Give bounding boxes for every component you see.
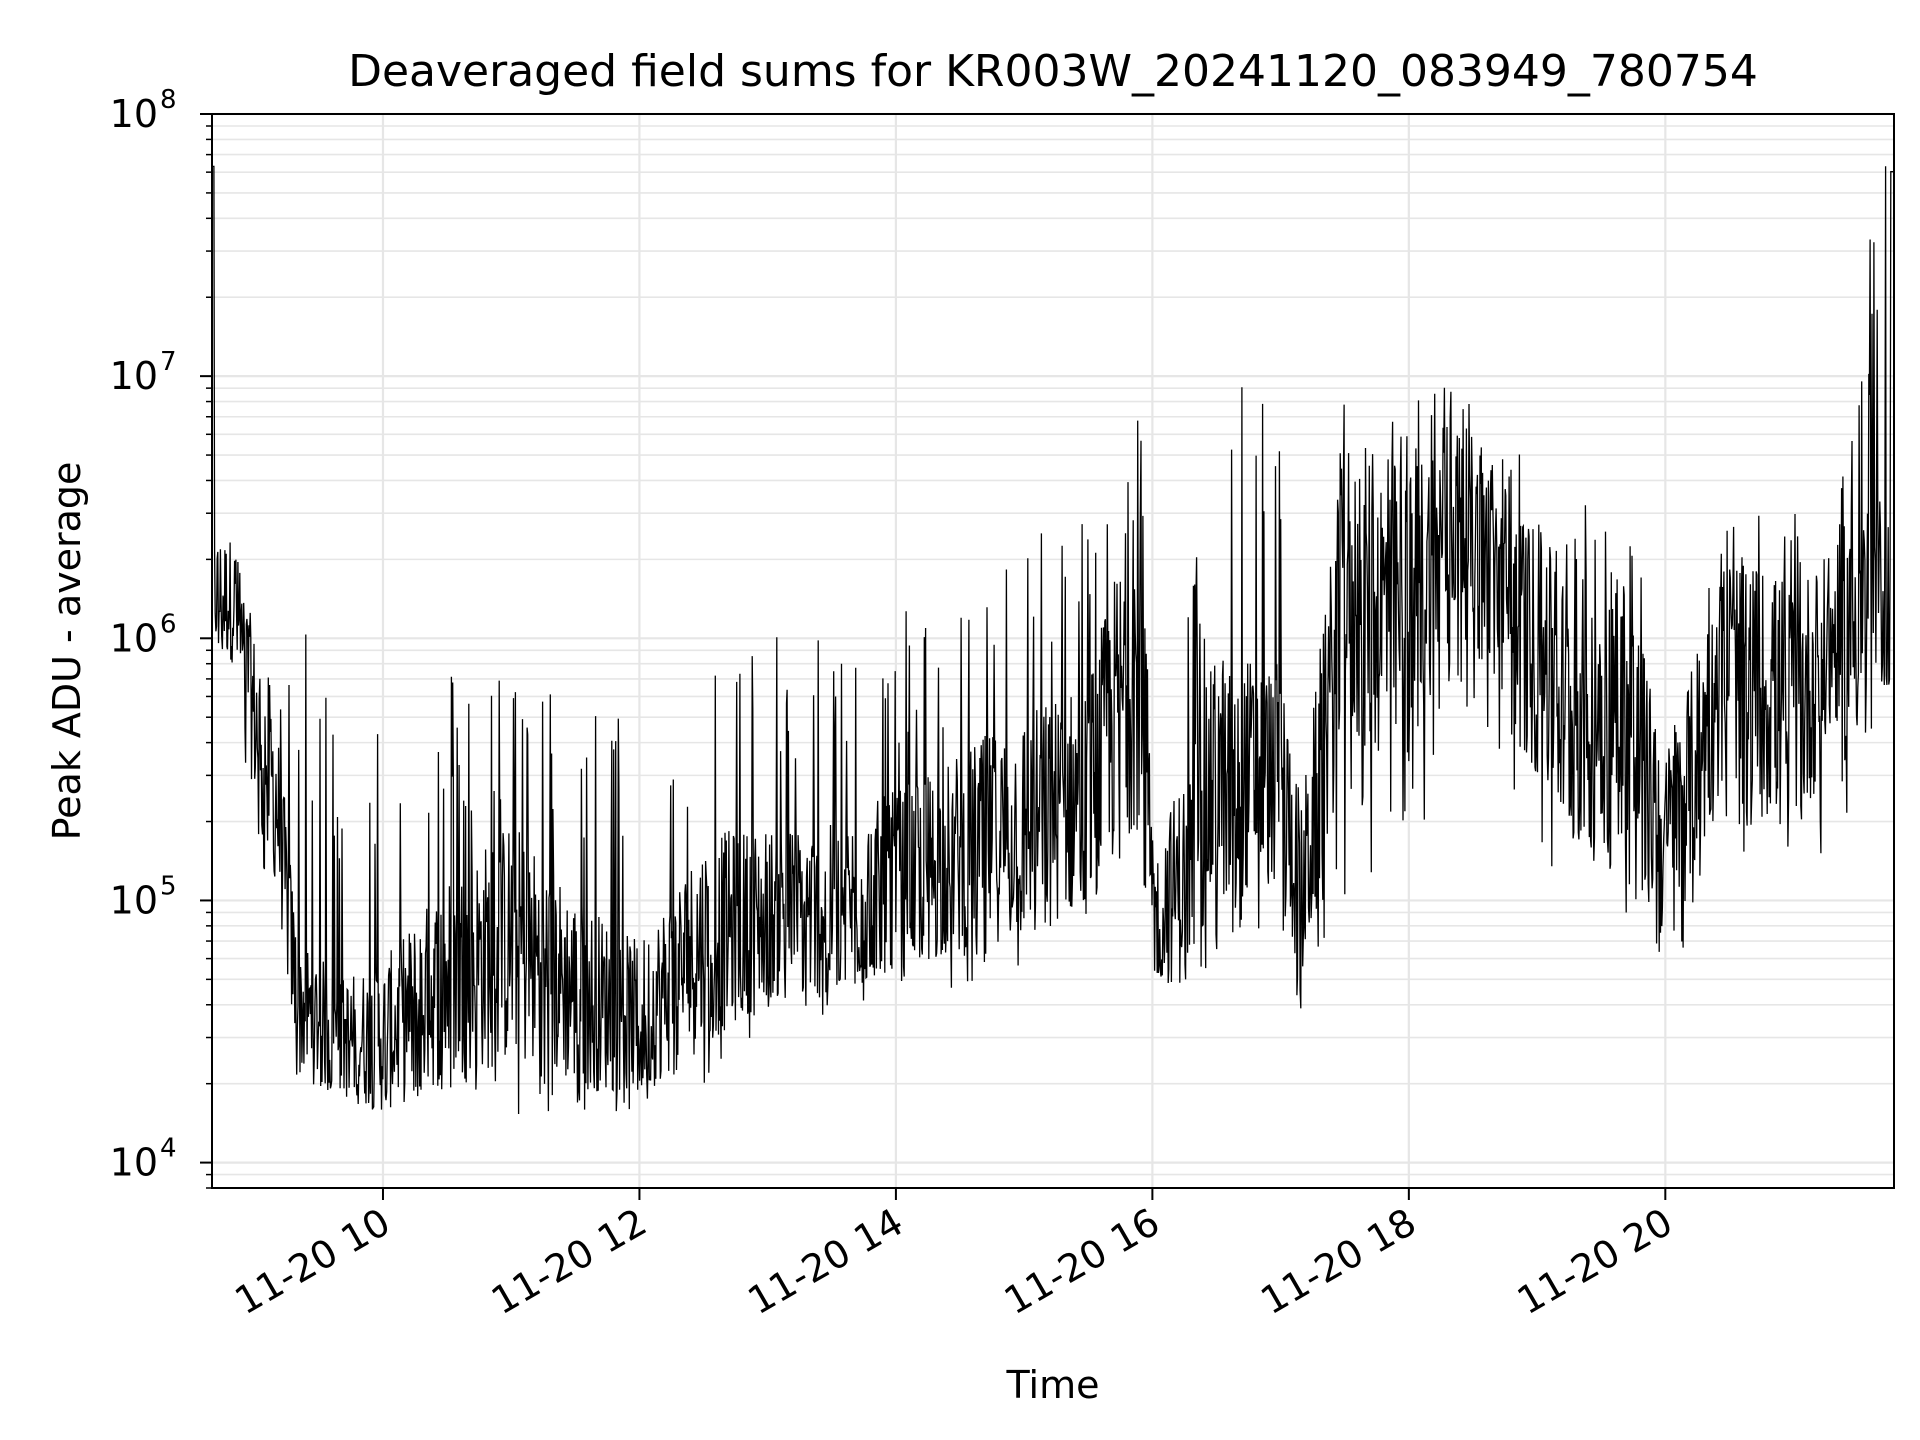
y-axis-label: Peak ADU - average <box>45 462 89 841</box>
x-tick-label: 11-20 12 <box>484 1200 654 1324</box>
y-tick-label: 10 <box>110 616 158 660</box>
y-tick-exponent: 6 <box>160 609 177 639</box>
y-tick-exponent: 5 <box>160 871 177 901</box>
data-line-layer <box>212 165 1894 1115</box>
y-tick-label: 10 <box>110 878 158 922</box>
x-axis-label: Time <box>1006 1363 1100 1407</box>
x-tick-label: 11-20 18 <box>1253 1200 1423 1324</box>
x-axis-ticks: 11-20 10 11-20 12 11-20 14 11-20 16 11-20 18… <box>228 1188 1680 1323</box>
x-tick-label: 11-20 14 <box>740 1200 910 1324</box>
data-series-line <box>212 165 1894 1115</box>
y-tick-exponent: 7 <box>160 347 177 377</box>
y-tick-exponent: 4 <box>160 1134 177 1164</box>
y-tick-label: 10 <box>110 92 158 136</box>
y-tick-label: 10 <box>110 1141 158 1185</box>
x-tick-label: 11-20 20 <box>1510 1200 1680 1324</box>
x-tick-label: 11-20 10 <box>228 1200 398 1324</box>
x-tick-label: 11-20 16 <box>997 1200 1167 1324</box>
y-tick-exponent: 8 <box>160 85 177 115</box>
chart-title: Deaveraged field sums for KR003W_2024112… <box>348 46 1758 97</box>
y-tick-label: 10 <box>110 354 158 398</box>
